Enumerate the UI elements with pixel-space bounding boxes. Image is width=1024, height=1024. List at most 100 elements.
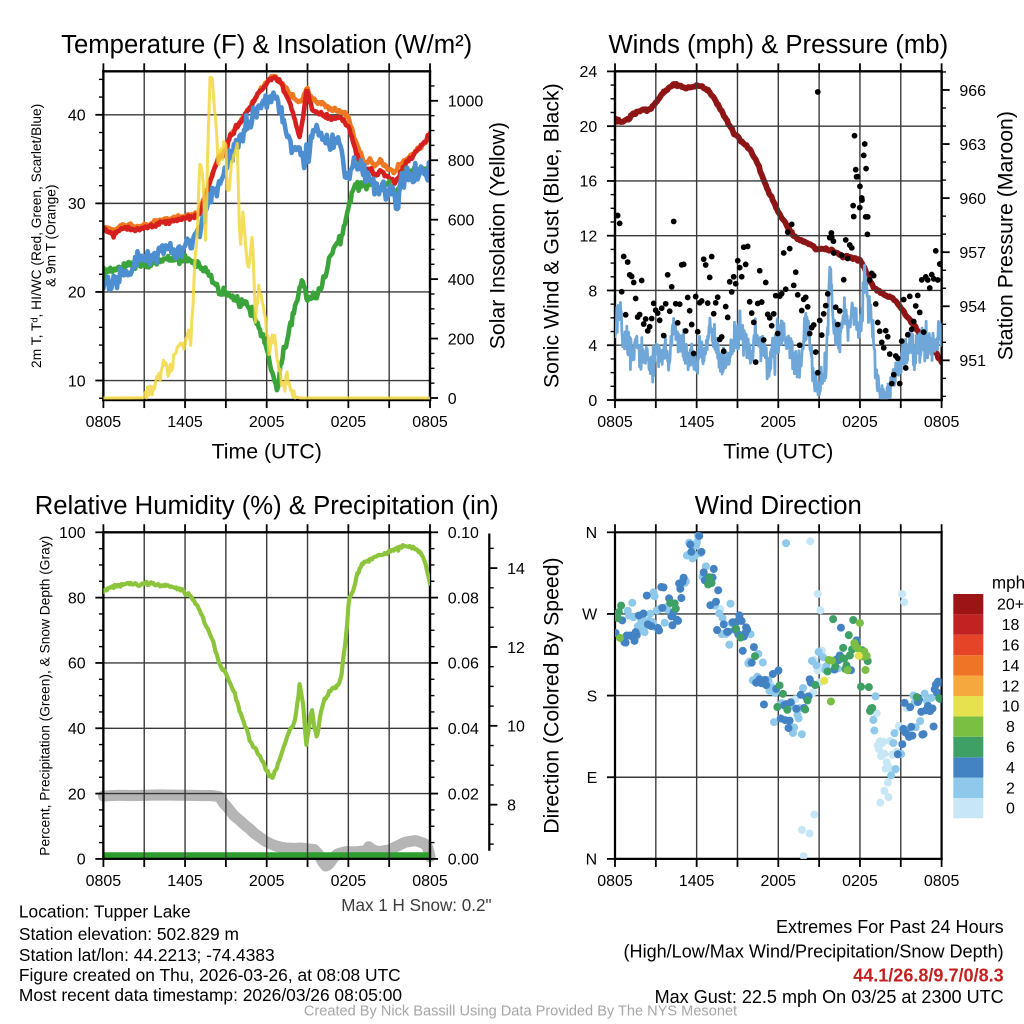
svg-text:963: 963: [959, 137, 986, 154]
svg-text:60: 60: [68, 656, 86, 673]
svg-text:(High/Low/Max Wind/Precipitati: (High/Low/Max Wind/Precipitation/Snow De…: [624, 942, 1004, 962]
svg-text:0805: 0805: [86, 873, 122, 890]
svg-text:960: 960: [959, 191, 986, 208]
svg-text:mph: mph: [992, 574, 1024, 593]
svg-text:966: 966: [959, 83, 986, 100]
svg-text:80: 80: [68, 590, 86, 607]
svg-text:12: 12: [1002, 678, 1020, 695]
svg-text:Extremes For Past 24 Hours: Extremes For Past 24 Hours: [776, 917, 1004, 937]
svg-text:20: 20: [68, 285, 86, 302]
svg-text:0.04: 0.04: [448, 721, 479, 738]
svg-text:951: 951: [959, 353, 986, 370]
svg-text:0805: 0805: [412, 873, 448, 890]
svg-text:& 9m T (Orange): & 9m T (Orange): [44, 184, 59, 287]
svg-text:8: 8: [1006, 719, 1015, 736]
svg-text:1000: 1000: [448, 94, 484, 111]
svg-text:Wind Direction: Wind Direction: [695, 492, 862, 520]
svg-text:E: E: [587, 770, 598, 787]
svg-text:Station lat/lon: 44.2213; -74.: Station lat/lon: 44.2213; -74.4383: [19, 945, 275, 965]
svg-text:Time (UTC): Time (UTC): [212, 439, 322, 463]
svg-text:0205: 0205: [331, 873, 367, 890]
svg-text:Most recent data timestamp: 20: Most recent data timestamp: 2026/03/26 0…: [19, 985, 402, 1005]
svg-text:Station elevation: 502.829 m: Station elevation: 502.829 m: [19, 924, 239, 944]
svg-text:2: 2: [1006, 780, 1015, 797]
svg-text:24: 24: [579, 64, 597, 81]
svg-text:2005: 2005: [249, 414, 285, 431]
svg-text:Figure created on Thu, 2026-03: Figure created on Thu, 2026-03-26, at 08…: [19, 965, 401, 985]
svg-text:0805: 0805: [597, 873, 633, 890]
svg-text:10: 10: [1002, 699, 1020, 716]
svg-text:0: 0: [1006, 801, 1015, 818]
svg-text:Relative Humidity (%) & Precip: Relative Humidity (%) & Precipitation (i…: [35, 492, 499, 520]
svg-text:40: 40: [68, 108, 86, 125]
svg-text:14: 14: [507, 561, 525, 578]
svg-text:Station Pressure (Maroon): Station Pressure (Maroon): [993, 111, 1017, 360]
svg-text:Percent, Precipitation (Green): Percent, Precipitation (Green), & Snow D…: [38, 536, 53, 856]
svg-text:0.10: 0.10: [448, 525, 479, 542]
svg-text:0805: 0805: [86, 414, 122, 431]
svg-text:0: 0: [448, 391, 457, 408]
svg-text:8: 8: [507, 797, 516, 814]
svg-text:4: 4: [1006, 760, 1015, 777]
svg-text:Sonic Wind & Gust (Blue, Black: Sonic Wind & Gust (Blue, Black): [539, 83, 563, 388]
svg-text:Temperature (F) & Insolation (: Temperature (F) & Insolation (W/m²): [61, 31, 472, 59]
svg-text:10: 10: [507, 719, 525, 736]
svg-text:0.00: 0.00: [448, 852, 479, 869]
svg-text:100: 100: [59, 525, 86, 542]
svg-text:30: 30: [68, 196, 86, 213]
svg-text:Created By Nick Bassill Using: Created By Nick Bassill Using Data Provi…: [304, 1003, 737, 1019]
svg-text:200: 200: [448, 331, 475, 348]
svg-text:954: 954: [959, 299, 986, 316]
svg-text:Direction (Colored By Speed): Direction (Colored By Speed): [539, 557, 563, 833]
svg-text:Winds (mph) & Pressure (mb): Winds (mph) & Pressure (mb): [608, 31, 948, 59]
svg-text:1405: 1405: [679, 414, 715, 431]
svg-text:600: 600: [448, 212, 475, 229]
svg-text:0805: 0805: [597, 414, 633, 431]
svg-text:10: 10: [68, 373, 86, 390]
svg-text:1405: 1405: [167, 873, 203, 890]
svg-text:N: N: [586, 525, 598, 542]
svg-text:800: 800: [448, 153, 475, 170]
svg-text:1405: 1405: [679, 873, 715, 890]
svg-text:Max Gust: 22.5 mph On 03/25 at: Max Gust: 22.5 mph On 03/25 at 2300 UTC: [655, 987, 1004, 1007]
svg-text:4: 4: [588, 338, 597, 355]
svg-text:2005: 2005: [249, 873, 285, 890]
svg-text:0205: 0205: [842, 873, 878, 890]
svg-text:N: N: [586, 852, 598, 869]
svg-text:16: 16: [579, 174, 597, 191]
svg-text:S: S: [587, 688, 598, 705]
svg-text:Time (UTC): Time (UTC): [723, 439, 833, 463]
svg-text:0805: 0805: [924, 873, 960, 890]
svg-text:957: 957: [959, 245, 986, 262]
svg-text:20: 20: [579, 119, 597, 136]
svg-text:0: 0: [588, 393, 597, 410]
svg-text:0.06: 0.06: [448, 656, 479, 673]
svg-text:14: 14: [1002, 658, 1020, 675]
svg-text:0: 0: [77, 852, 86, 869]
svg-text:0.08: 0.08: [448, 590, 479, 607]
svg-text:12: 12: [507, 640, 525, 657]
svg-text:12: 12: [579, 228, 597, 245]
svg-text:44.1/26.8/9.7/0/8.3: 44.1/26.8/9.7/0/8.3: [853, 966, 1004, 986]
svg-text:20+: 20+: [997, 597, 1024, 614]
svg-text:Solar Insolation (Yellow): Solar Insolation (Yellow): [485, 122, 509, 349]
svg-text:2005: 2005: [761, 414, 797, 431]
svg-text:0205: 0205: [842, 414, 878, 431]
svg-text:40: 40: [68, 721, 86, 738]
svg-text:18: 18: [1002, 617, 1020, 634]
svg-text:6: 6: [1006, 740, 1015, 757]
svg-text:Max 1 H Snow: 0.2": Max 1 H Snow: 0.2": [341, 896, 491, 915]
svg-text:Location: Tupper Lake: Location: Tupper Lake: [19, 901, 191, 921]
svg-text:2005: 2005: [761, 873, 797, 890]
svg-text:0205: 0205: [331, 414, 367, 431]
svg-text:W: W: [582, 607, 598, 624]
svg-text:1405: 1405: [167, 414, 203, 431]
svg-text:0805: 0805: [924, 414, 960, 431]
svg-text:0805: 0805: [412, 414, 448, 431]
svg-text:8: 8: [588, 283, 597, 300]
svg-text:0.02: 0.02: [448, 786, 479, 803]
svg-text:16: 16: [1002, 637, 1020, 654]
svg-text:400: 400: [448, 272, 475, 289]
svg-text:20: 20: [68, 786, 86, 803]
svg-text:2m T, Tᵈ, HI/WC (Red, Green, S: 2m T, Tᵈ, HI/WC (Red, Green, Scarlet/Blu…: [29, 104, 44, 368]
